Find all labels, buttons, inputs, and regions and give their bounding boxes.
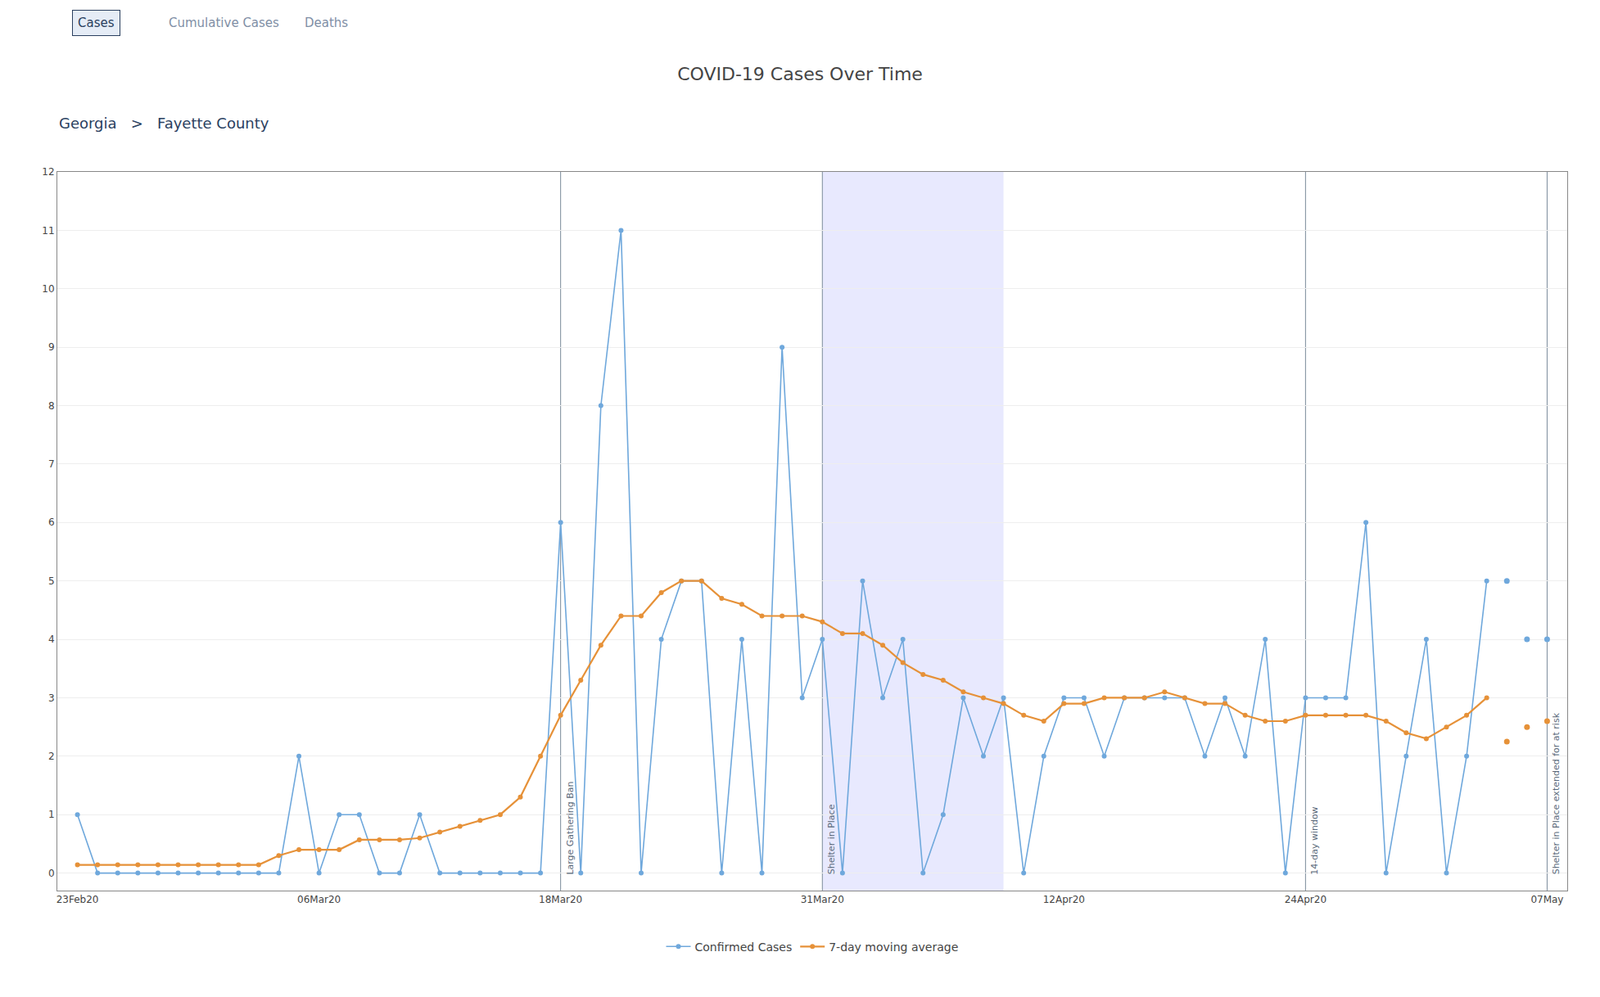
svg-text:0: 0 — [48, 867, 55, 880]
svg-text:Deaths: Deaths — [304, 15, 349, 31]
svg-text:18Mar20: 18Mar20 — [538, 894, 583, 906]
svg-text:12: 12 — [41, 166, 55, 178]
svg-text:COVID-19 Cases Over Time: COVID-19 Cases Over Time — [677, 63, 923, 85]
svg-text:9: 9 — [48, 341, 55, 353]
svg-text:31Mar20: 31Mar20 — [800, 894, 845, 906]
svg-text:11: 11 — [41, 225, 55, 237]
svg-text:23Feb20: 23Feb20 — [56, 894, 100, 906]
svg-text:1: 1 — [48, 809, 55, 821]
svg-text:Cumulative Cases: Cumulative Cases — [168, 15, 280, 31]
svg-text:4: 4 — [48, 633, 55, 646]
svg-text:07May: 07May — [1530, 894, 1564, 906]
svg-text:24Apr20: 24Apr20 — [1284, 894, 1327, 906]
svg-text:Shelter in Place: Shelter in Place — [826, 804, 837, 875]
svg-text:10: 10 — [41, 283, 55, 295]
svg-text:Georgia > Fayette County: Georgia > Fayette County — [58, 114, 270, 132]
svg-text:06Mar20: 06Mar20 — [297, 894, 341, 906]
svg-text:Shelter in Place extended for: Shelter in Place extended for at risk — [1550, 712, 1562, 875]
svg-text:Cases: Cases — [77, 15, 115, 31]
svg-text:6: 6 — [48, 516, 55, 529]
svg-text:Confirmed Cases: Confirmed Cases — [695, 940, 793, 954]
svg-text:3: 3 — [48, 692, 55, 705]
svg-text:7: 7 — [48, 458, 55, 471]
svg-text:2: 2 — [48, 750, 55, 763]
svg-text:7-day moving average: 7-day moving average — [828, 940, 959, 954]
svg-text:8: 8 — [48, 400, 55, 412]
svg-text:Large Gathering Ban: Large Gathering Ban — [564, 781, 576, 876]
svg-text:5: 5 — [48, 575, 55, 588]
svg-text:14-day window: 14-day window — [1309, 806, 1320, 875]
svg-text:12Apr20: 12Apr20 — [1043, 894, 1085, 906]
